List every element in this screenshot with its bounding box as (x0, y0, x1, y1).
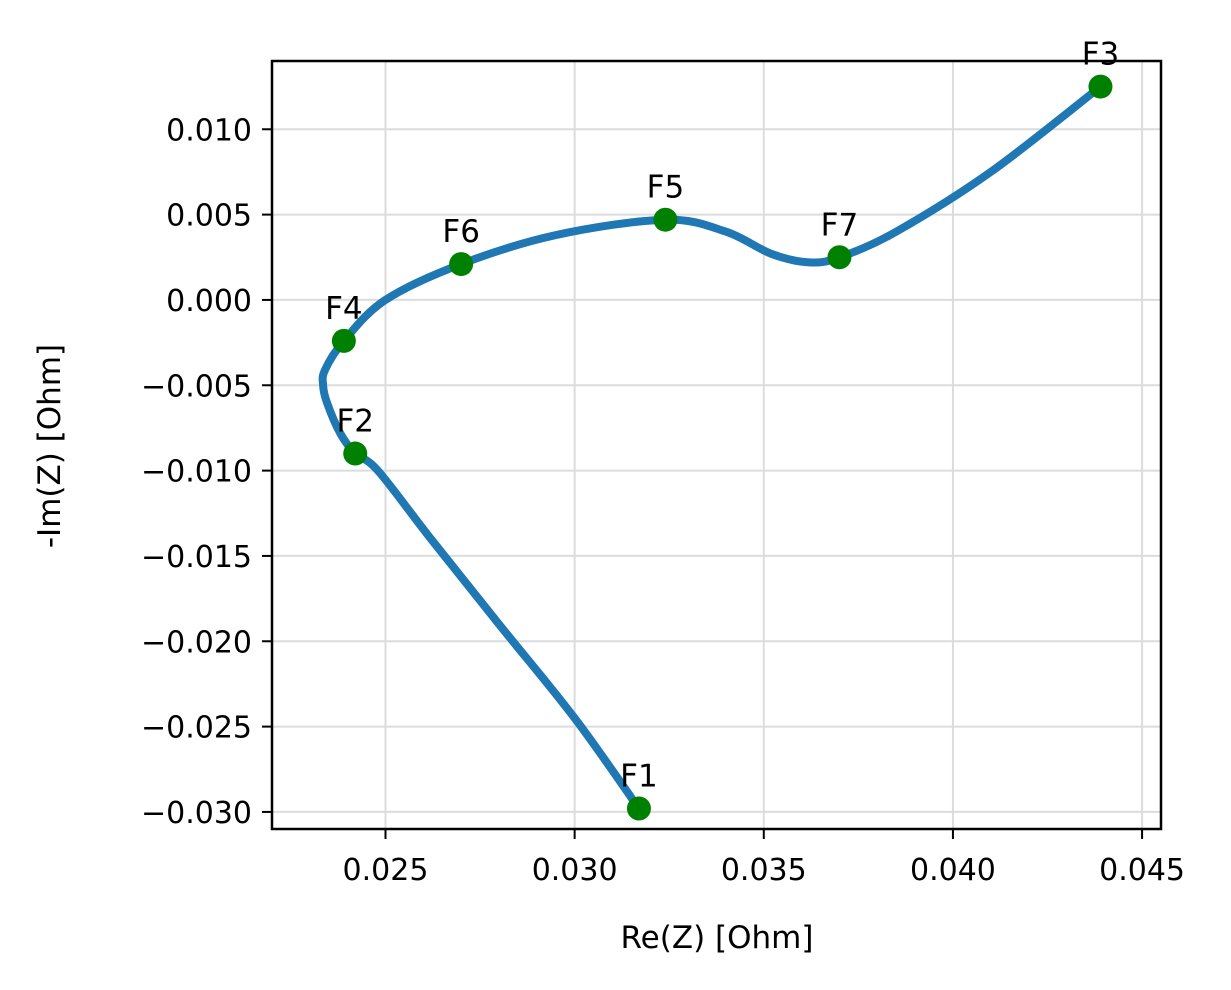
y-tick-label: −0.015 (141, 540, 252, 575)
point-f6 (449, 252, 474, 277)
y-tick-label: 0.010 (166, 113, 252, 148)
y-tick-label: −0.005 (141, 369, 252, 404)
grid (272, 61, 1161, 829)
point-label: F6 (442, 214, 480, 250)
y-tick-label: −0.030 (141, 796, 252, 831)
x-axis-label: Re(Z) [Ohm] (621, 920, 814, 956)
y-tick-label: −0.025 (141, 711, 252, 746)
point-label: F3 (1082, 37, 1120, 73)
x-tick-label: 0.040 (910, 853, 996, 888)
point-label: F7 (821, 207, 859, 243)
y-tick-label: −0.010 (141, 455, 252, 490)
y-tick-label: 0.005 (166, 199, 252, 234)
point-f5 (653, 207, 678, 232)
point-f7 (827, 245, 852, 270)
plot-frame (270, 59, 1163, 831)
point-f2 (343, 441, 368, 466)
x-tick-label: 0.045 (1099, 853, 1185, 888)
y-tick-label: 0.000 (166, 284, 252, 319)
point-f4 (331, 328, 356, 353)
point-label: F1 (620, 759, 658, 795)
x-tick-label: 0.025 (343, 853, 429, 888)
point-label: F5 (647, 170, 685, 206)
x-tick-label: 0.035 (721, 853, 807, 888)
point-label: F2 (336, 404, 374, 440)
point-label: F4 (325, 291, 363, 327)
x-tick-label: 0.030 (532, 853, 618, 888)
point-f1 (626, 796, 651, 821)
points-layer: F1 F2 F3 F4 F5 F6 F7 (325, 37, 1119, 821)
y-axis-ticks: 0.010 0.005 0.000 −0.005 −0.010 −0.015 −0.020 −… (141, 113, 272, 831)
y-tick-label: −0.020 (141, 625, 252, 660)
point-f3 (1088, 74, 1113, 99)
y-axis-label: -Im(Z) [Ohm] (32, 344, 68, 548)
x-axis-ticks: 0.025 0.030 0.035 0.040 0.045 (343, 829, 1185, 888)
